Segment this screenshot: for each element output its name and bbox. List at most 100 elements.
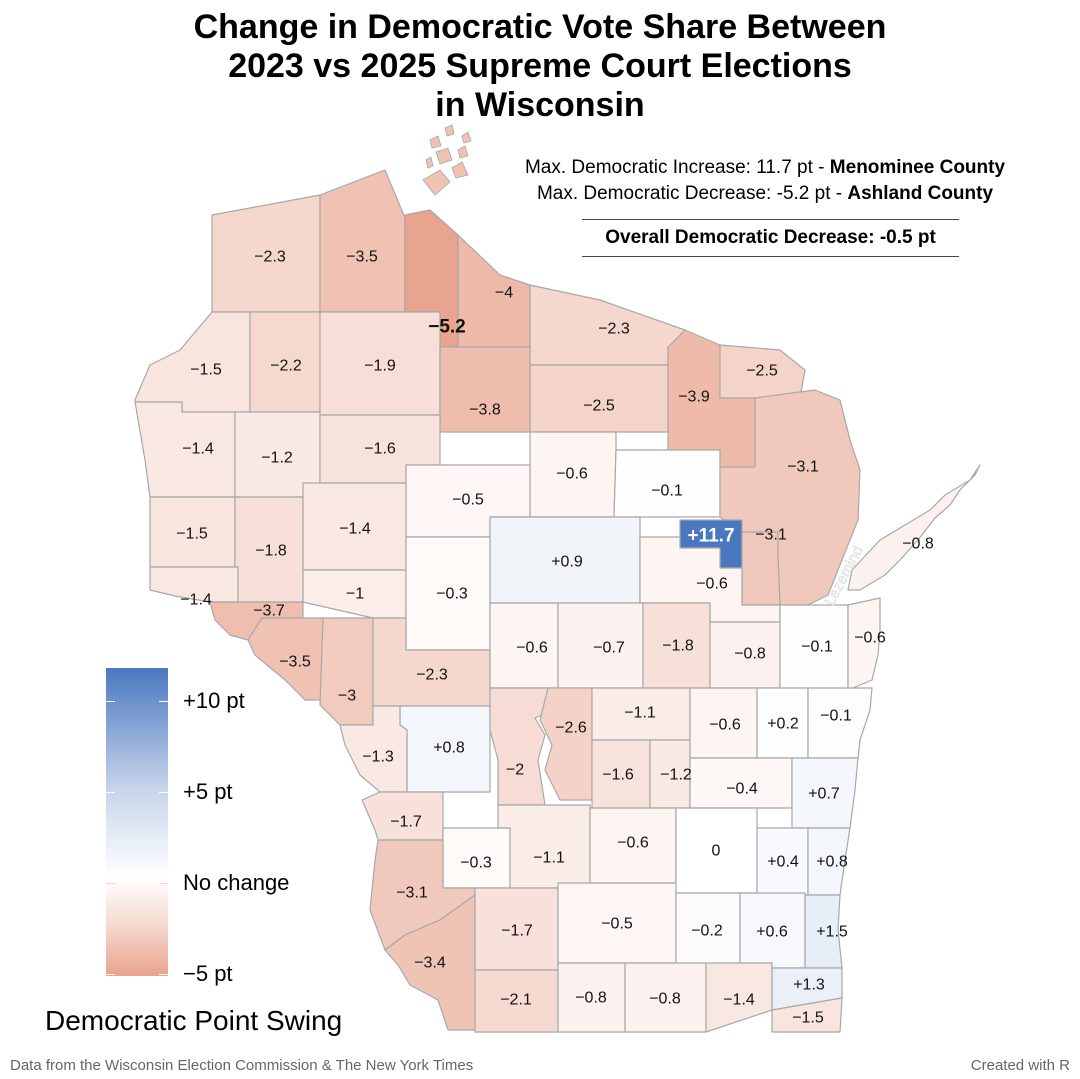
island-shape bbox=[457, 145, 469, 159]
overall-change: Overall Democratic Decrease: -0.5 pt bbox=[582, 219, 959, 257]
credit: Created with R bbox=[970, 1057, 1070, 1074]
county-value-label: −1.7 bbox=[390, 814, 422, 831]
max-decrease-text: Max. Democratic Decrease: -5.2 pt - bbox=[536, 183, 848, 204]
max-decrease-county: Ashland County bbox=[847, 183, 994, 204]
legend-tick-left bbox=[106, 792, 115, 793]
island-shape bbox=[425, 156, 434, 169]
county-value-label: −1.8 bbox=[255, 543, 287, 560]
county-value-label: −0.6 bbox=[516, 640, 548, 657]
county-shape bbox=[804, 894, 843, 969]
legend-tick-right bbox=[159, 974, 168, 975]
county-value-label: −1 bbox=[346, 586, 364, 603]
island-shape bbox=[451, 161, 469, 179]
county-value-label: +0.2 bbox=[767, 716, 799, 733]
legend-tick-left bbox=[106, 883, 115, 884]
county-value-label: −0.6 bbox=[556, 466, 588, 483]
county-value-label: −1.5 bbox=[176, 526, 208, 543]
max-increase-county: Menominee County bbox=[829, 157, 1006, 178]
county-value-label: −4 bbox=[495, 285, 513, 302]
county-value-label: −0.8 bbox=[649, 991, 681, 1008]
county-value-label: −0.6 bbox=[696, 576, 728, 593]
county-value-label: −2.2 bbox=[270, 358, 302, 375]
legend-color-bar bbox=[106, 668, 168, 976]
chart-title: Change in Democratic Vote Share Between … bbox=[0, 8, 1080, 125]
county-shape bbox=[384, 894, 476, 1031]
county-value-label: −1.1 bbox=[624, 705, 656, 722]
island-shape bbox=[429, 135, 442, 149]
county-value-label: −3.1 bbox=[787, 459, 819, 476]
county-value-label: −1.5 bbox=[190, 362, 222, 379]
county-value-label: −0.3 bbox=[436, 586, 468, 603]
county-value-label: +0.9 bbox=[551, 554, 583, 571]
county-value-label: −2.6 bbox=[555, 720, 587, 737]
county-value-label: −3.4 bbox=[414, 955, 446, 972]
county-value-label: −2.3 bbox=[598, 321, 630, 338]
county-shape bbox=[439, 346, 531, 433]
county-value-label: −2 bbox=[506, 762, 524, 779]
county-value-label: −0.1 bbox=[801, 639, 833, 656]
county-value-label: +0.7 bbox=[808, 786, 840, 803]
county-shape bbox=[847, 464, 981, 591]
county-value-label: −0.7 bbox=[593, 640, 625, 657]
county-shape bbox=[339, 705, 408, 793]
county-value-label: −3.1 bbox=[396, 885, 428, 902]
county-label-layer: −2.3 −3.5 −5.2 −4 −2.3 −1.5 −2.2 −1.9 −3.8 −2.5 −3… bbox=[176, 249, 934, 1027]
county-value-label: −1.2 bbox=[261, 450, 293, 467]
island-shape bbox=[422, 169, 451, 196]
county-shape bbox=[319, 169, 406, 313]
legend-label-minus5: −5 pt bbox=[183, 961, 233, 986]
county-value-label: −1.8 bbox=[662, 638, 694, 655]
county-value-label: −1.5 bbox=[792, 1010, 824, 1027]
title-line-3: in Wisconsin bbox=[435, 86, 645, 124]
county-value-label: −0.6 bbox=[854, 630, 886, 647]
apostle-islands bbox=[422, 124, 472, 196]
island-shape bbox=[435, 147, 453, 165]
county-value-label: −0.8 bbox=[734, 646, 766, 663]
county-value-label: −1.2 bbox=[660, 767, 692, 784]
county-shape bbox=[791, 757, 859, 829]
county-value-label: +1.3 bbox=[793, 977, 825, 994]
title-line-1: Change in Democratic Vote Share Between bbox=[193, 8, 887, 46]
county-layer bbox=[134, 169, 981, 1033]
county-value-label: −3.8 bbox=[469, 402, 501, 419]
county-value-label: −3 bbox=[338, 688, 356, 705]
island-shape bbox=[461, 131, 472, 144]
county-value-label: −1.3 bbox=[362, 749, 394, 766]
county-value-label: +1.5 bbox=[816, 924, 848, 941]
county-value-label: −1.9 bbox=[364, 358, 396, 375]
legend-tick-right bbox=[159, 701, 168, 702]
title-line-2: 2023 vs 2025 Supreme Court Elections bbox=[228, 47, 852, 85]
county-value-label: −0.1 bbox=[820, 708, 852, 725]
county-value-label: −1.1 bbox=[533, 850, 565, 867]
county-value-label: −1.6 bbox=[364, 441, 396, 458]
county-value-label: −2.3 bbox=[254, 249, 286, 266]
legend-tick-left bbox=[106, 701, 115, 702]
county-value-label: −0.1 bbox=[651, 483, 683, 500]
county-value-label: −2.3 bbox=[416, 667, 448, 684]
legend-tick-left bbox=[106, 974, 115, 975]
county-value-label: −1.4 bbox=[180, 592, 212, 609]
county-shape bbox=[497, 804, 591, 889]
max-increase-text: Max. Democratic Increase: 11.7 pt - bbox=[524, 157, 830, 178]
county-value-label: −3.9 bbox=[678, 389, 710, 406]
county-value-label: −0.5 bbox=[452, 492, 484, 509]
data-source: Data from the Wisconsin Election Commiss… bbox=[10, 1057, 474, 1074]
legend-title: Democratic Point Swing bbox=[45, 1005, 343, 1036]
county-value-label: −0.6 bbox=[709, 717, 741, 734]
county-shape bbox=[489, 687, 549, 806]
county-shape bbox=[319, 617, 374, 726]
county-value-label: −2.5 bbox=[746, 363, 778, 380]
island-shape bbox=[444, 124, 455, 137]
county-value-label: −0.6 bbox=[617, 835, 649, 852]
county-value-label: −1.4 bbox=[339, 521, 371, 538]
county-value-label: −1.7 bbox=[501, 923, 533, 940]
county-value-label: −5.2 bbox=[428, 317, 466, 338]
county-value-label: −0.5 bbox=[601, 916, 633, 933]
legend-label-plus10: +10 pt bbox=[183, 688, 245, 713]
county-value-label: −1.4 bbox=[723, 992, 755, 1009]
county-value-label: −2.5 bbox=[583, 398, 615, 415]
county-value-label: −3.5 bbox=[279, 654, 311, 671]
stats-panel: Max. Democratic Increase: 11.7 pt - Meno… bbox=[470, 155, 1060, 207]
county-value-label: −1.4 bbox=[182, 441, 214, 458]
